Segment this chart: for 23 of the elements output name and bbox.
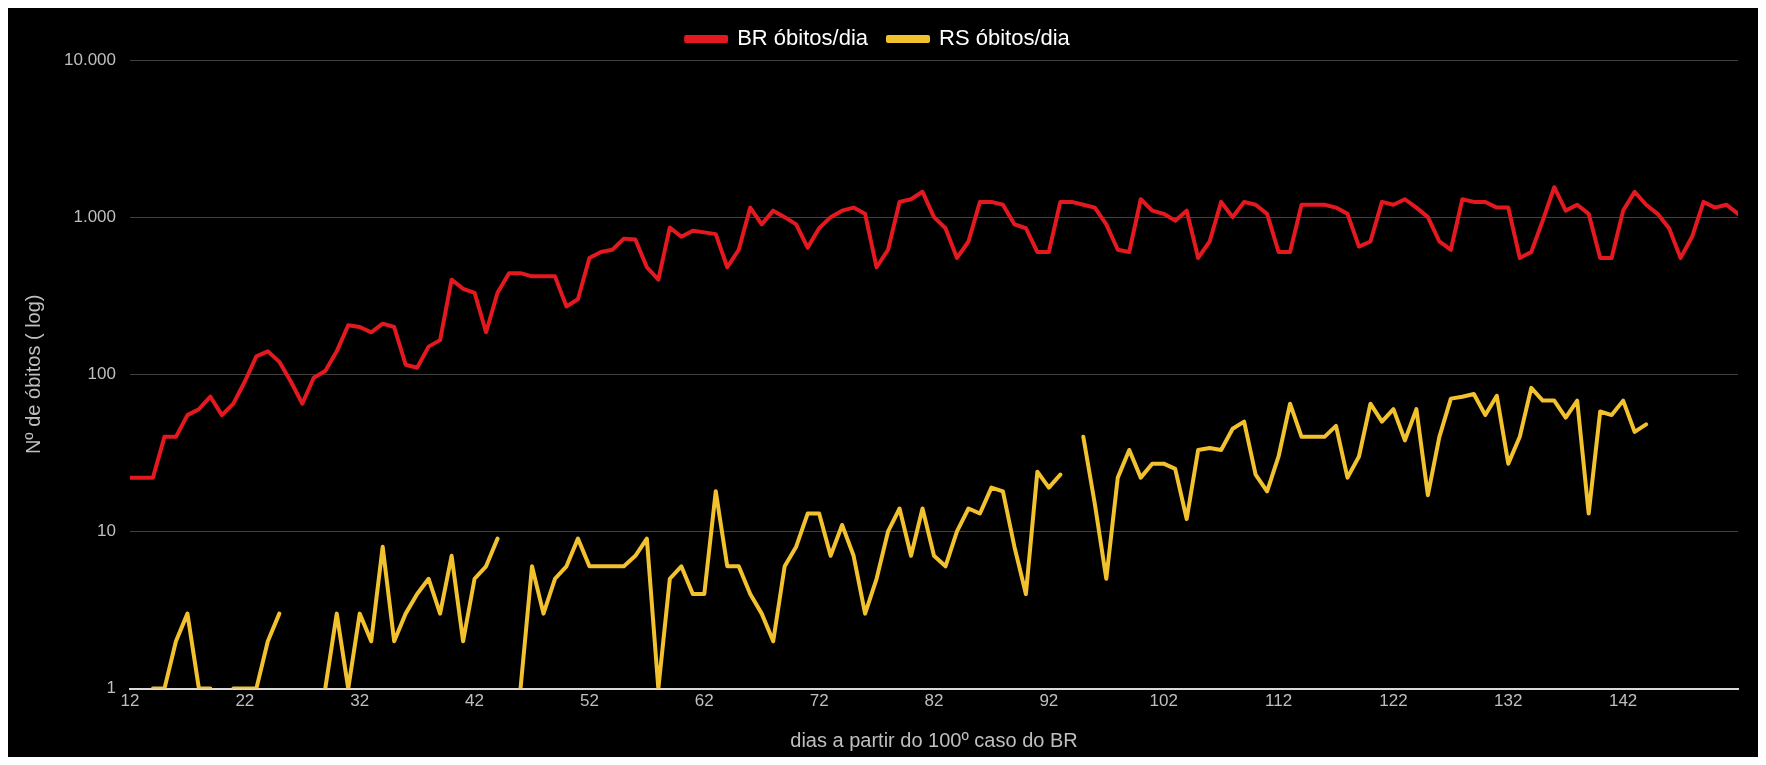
y-axis-title: Nº de óbitos ( log) [21,294,44,455]
x-tick-label: 112 [1265,691,1293,711]
x-tick-label: 102 [1149,691,1178,711]
y-tick-label: 10.000 [64,49,116,69]
x-tick-label: 92 [1039,691,1059,711]
x-tick-label: 42 [465,691,485,711]
x-tick-label: 72 [809,691,829,711]
y-tick-label: 10 [97,521,116,541]
x-tick-label: 82 [924,691,944,711]
legend-label: BR óbitos/dia [737,25,869,51]
y-tick-label: 1.000 [73,206,116,226]
x-tick-label: 62 [694,691,714,711]
x-axis-title: dias a partir do 100º caso do BR [790,728,1078,751]
x-tick-label: 122 [1379,691,1408,711]
y-tick-label: 100 [87,363,116,383]
y-tick-label: 1 [106,678,116,698]
x-tick-label: 22 [235,691,255,711]
x-tick-label: 132 [1494,691,1523,711]
x-tick-label: 142 [1608,691,1638,711]
x-tick-label: 12 [120,691,140,711]
legend-label: RS óbitos/dia [939,25,1071,51]
x-tick-label: 32 [350,691,370,711]
x-tick-label: 52 [579,691,599,711]
